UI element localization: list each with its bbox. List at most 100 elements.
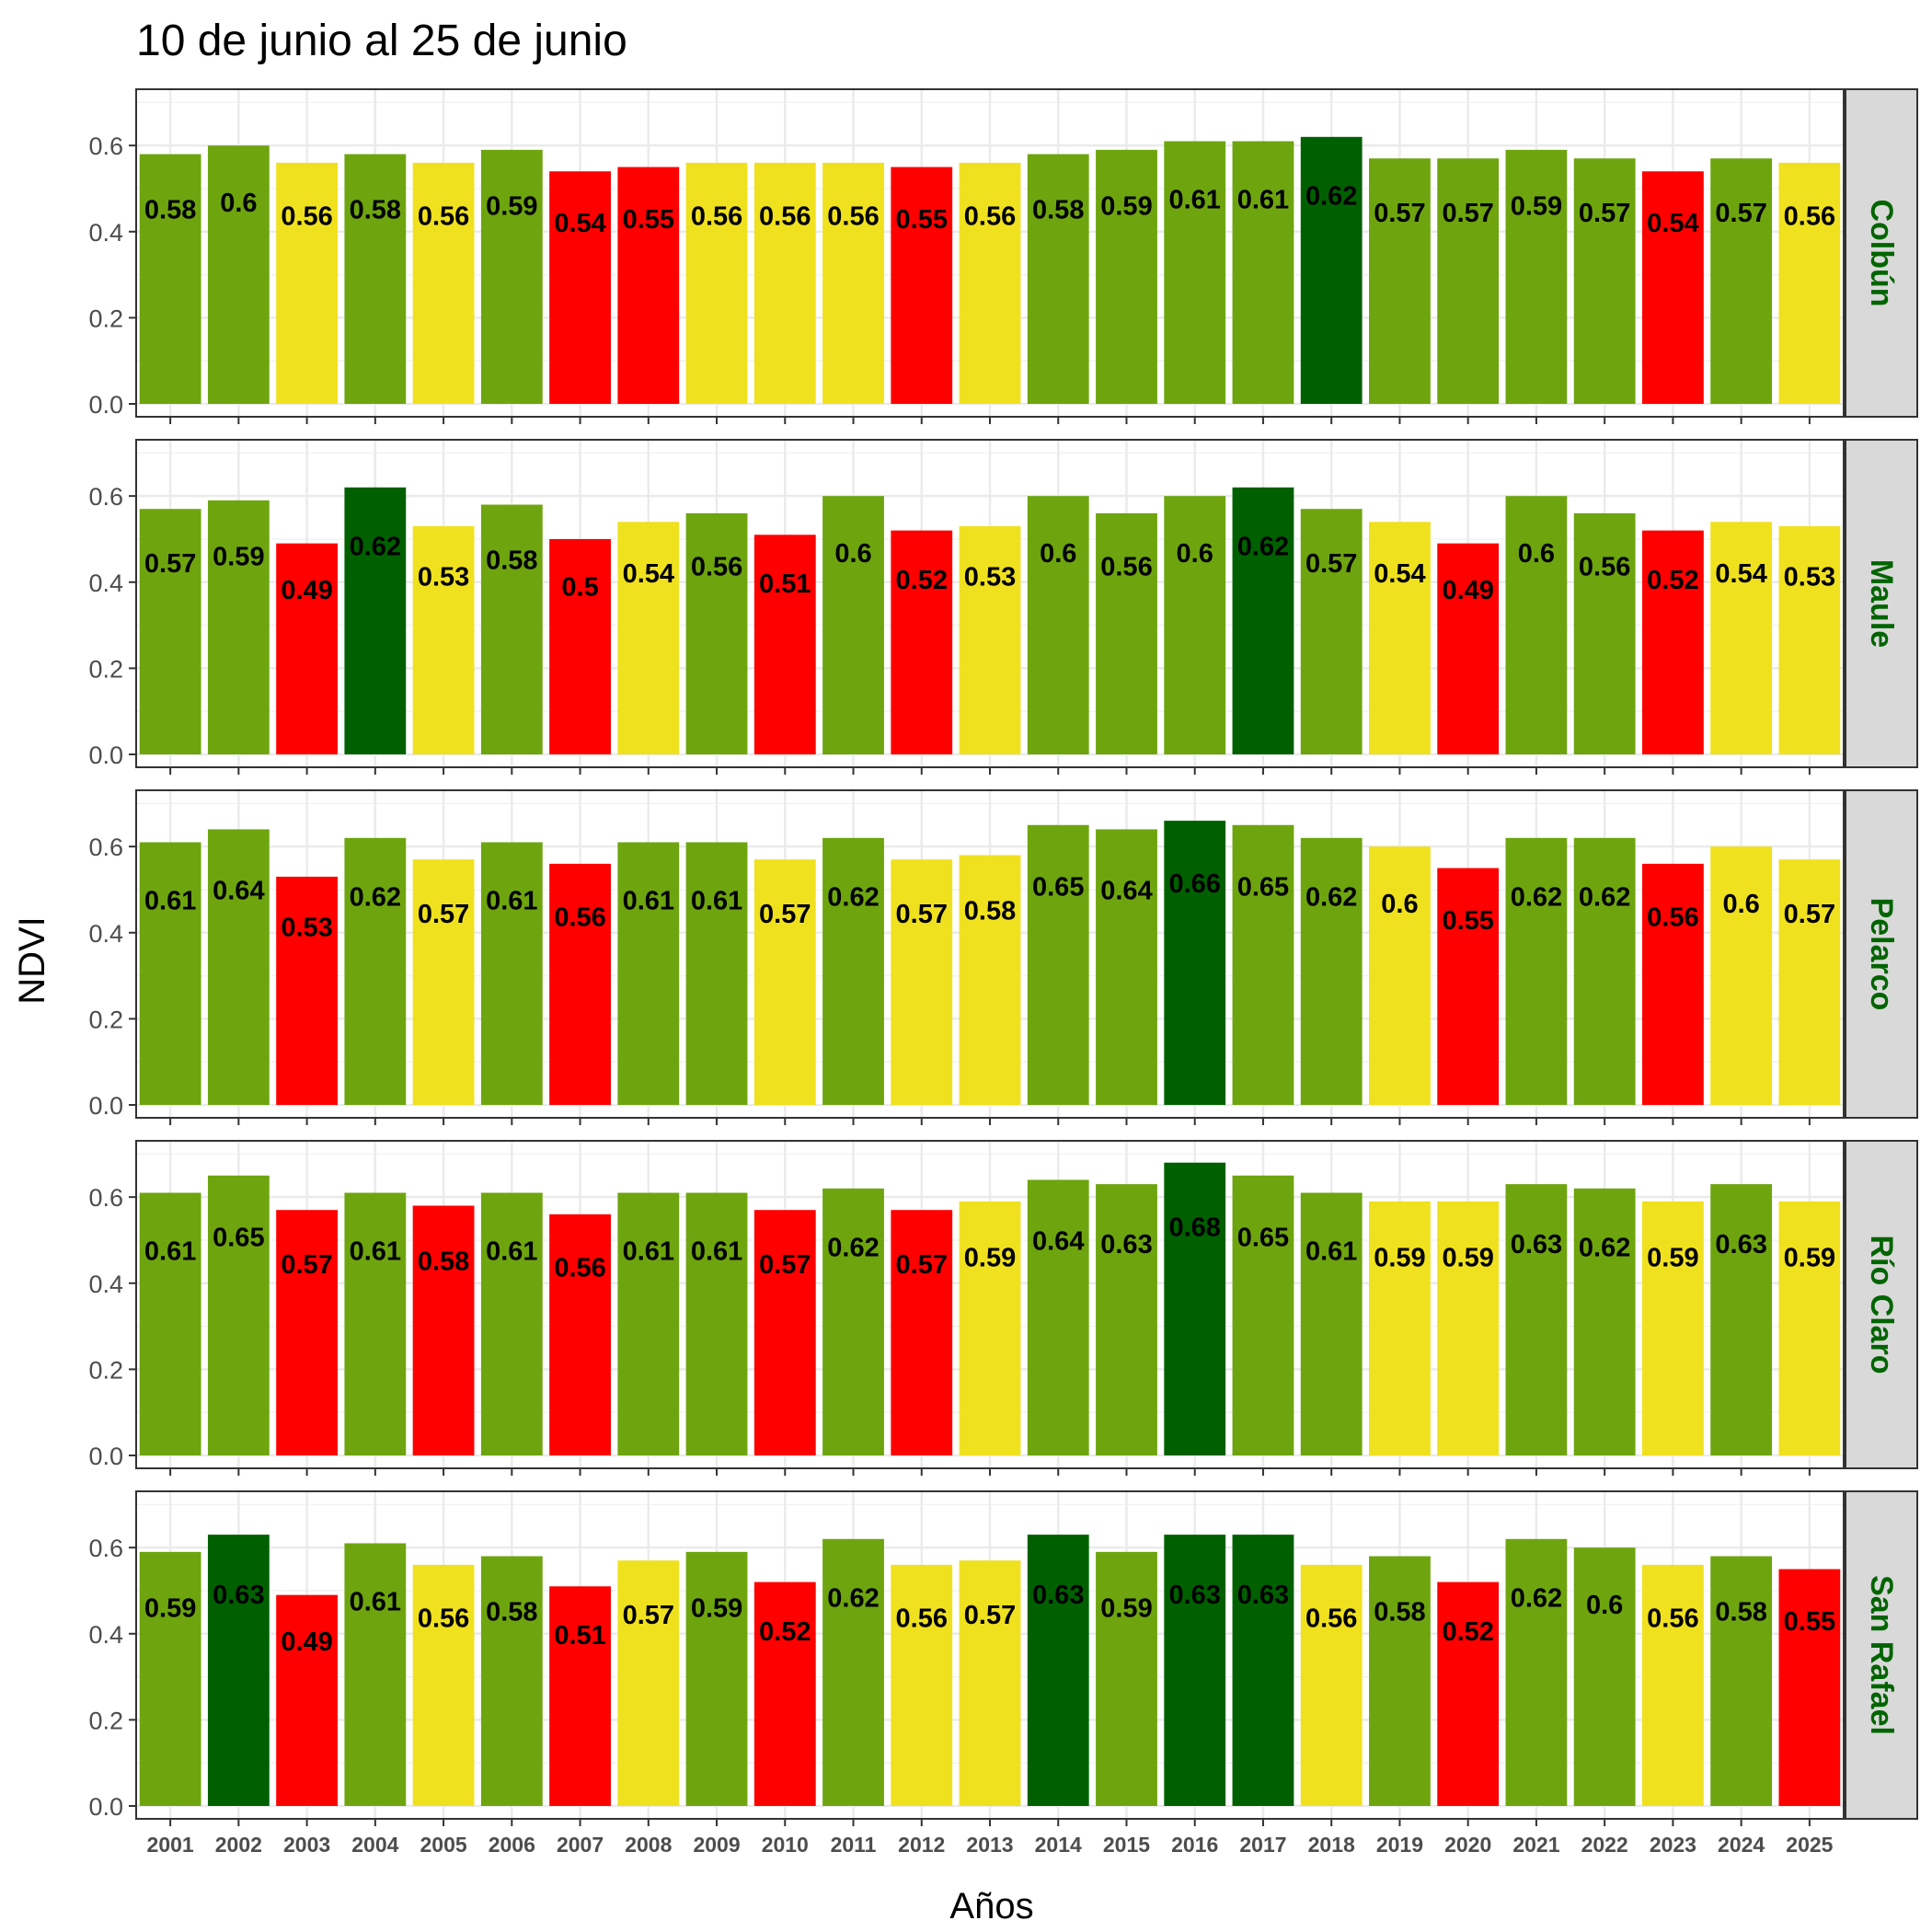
- bar: [959, 1201, 1021, 1455]
- bar-value-label: 0.59: [691, 1594, 742, 1624]
- bar: [1164, 1535, 1226, 1806]
- bar-value-label: 0.61: [486, 886, 537, 915]
- bar-value-label: 0.58: [1032, 195, 1084, 224]
- x-tick-label: 2016: [1171, 1833, 1218, 1857]
- bar: [549, 538, 611, 754]
- bar: [1300, 136, 1363, 405]
- bar: [1300, 1192, 1363, 1455]
- facet-strip-label: San Rafael: [1864, 1575, 1899, 1735]
- y-tick-label: 0.0: [88, 742, 123, 769]
- bar: [1710, 1556, 1773, 1806]
- bar-value-label: 0.62: [1305, 182, 1357, 212]
- bar-value-label: 0.49: [281, 1627, 332, 1657]
- bar: [1232, 1175, 1294, 1455]
- y-tick-label: 0.6: [88, 834, 123, 861]
- y-axis-title: NDVI: [12, 916, 52, 1005]
- bar-value-label: 0.59: [1442, 1244, 1493, 1273]
- bar: [1505, 837, 1568, 1105]
- bar-value-label: 0.64: [1100, 876, 1152, 905]
- facet-strip: [1845, 439, 1918, 768]
- bar: [1164, 141, 1226, 404]
- x-tick-label: 2006: [489, 1833, 535, 1857]
- bar: [1096, 829, 1157, 1105]
- bar-value-label: 0.57: [1715, 199, 1766, 228]
- bar: [139, 1551, 201, 1806]
- bar: [276, 543, 339, 754]
- bar-value-label: 0.62: [827, 1584, 879, 1614]
- bar-value-label: 0.61: [486, 1236, 537, 1266]
- bar: [1369, 158, 1431, 405]
- bar: [549, 1586, 611, 1806]
- x-tick-label: 2007: [557, 1833, 604, 1857]
- bar: [549, 171, 611, 404]
- bar-value-label: 0.63: [1511, 1230, 1562, 1259]
- bar: [1778, 859, 1841, 1105]
- bar-value-label: 0.59: [1647, 1244, 1698, 1273]
- bar-value-label: 0.53: [964, 563, 1016, 592]
- bar: [412, 1564, 475, 1806]
- bar-value-label: 0.57: [281, 1250, 332, 1280]
- bar-value-label: 0.57: [1442, 199, 1493, 228]
- bar: [891, 1564, 953, 1806]
- bar: [1573, 512, 1636, 754]
- bar-value-label: 0.56: [691, 202, 742, 232]
- y-tick-label: 0.0: [88, 1443, 123, 1470]
- bar: [1232, 487, 1294, 754]
- bar: [139, 154, 201, 404]
- bar: [1164, 1162, 1226, 1455]
- bar: [753, 1581, 816, 1806]
- bar: [139, 509, 201, 754]
- bar-value-label: 0.51: [554, 1621, 605, 1650]
- bar-value-label: 0.61: [1305, 1236, 1357, 1266]
- bar: [1027, 1179, 1089, 1455]
- bar: [207, 500, 270, 754]
- bar: [685, 1551, 748, 1806]
- bar: [1437, 1201, 1500, 1455]
- bar: [549, 863, 611, 1105]
- bar: [139, 842, 201, 1105]
- facet-strip-label: Maule: [1864, 559, 1899, 648]
- bar-value-label: 0.62: [350, 533, 401, 562]
- bar-value-label: 0.56: [281, 202, 332, 232]
- bar-value-label: 0.58: [486, 1597, 537, 1627]
- bar-value-label: 0.6: [1040, 539, 1076, 569]
- bar: [276, 1210, 339, 1455]
- bar: [139, 1192, 201, 1455]
- x-tick-label: 2010: [762, 1833, 809, 1857]
- bar: [822, 496, 884, 754]
- x-tick-label: 2011: [831, 1833, 877, 1857]
- bar: [207, 1175, 270, 1455]
- bar: [1300, 837, 1363, 1105]
- bar-value-label: 0.6: [834, 539, 871, 569]
- bar: [685, 162, 748, 404]
- bar: [276, 876, 339, 1105]
- y-tick-label: 0.2: [88, 1356, 123, 1384]
- bar: [1369, 846, 1431, 1105]
- bar-value-label: 0.62: [1511, 883, 1562, 913]
- bar: [1369, 1556, 1431, 1806]
- bar-value-label: 0.59: [213, 543, 264, 572]
- bar-value-label: 0.56: [554, 903, 605, 933]
- bar: [480, 1192, 543, 1455]
- bar: [207, 145, 270, 404]
- bar-value-label: 0.63: [1168, 1581, 1220, 1610]
- bar-value-label: 0.56: [691, 553, 742, 582]
- bar: [412, 525, 475, 754]
- bar-value-label: 0.55: [896, 205, 948, 235]
- bar: [1778, 1201, 1841, 1455]
- bar: [617, 1560, 680, 1806]
- facet-strip: [1845, 1490, 1918, 1820]
- bar: [891, 167, 953, 404]
- bar: [822, 837, 884, 1105]
- bar: [1641, 863, 1704, 1105]
- y-tick-label: 0.6: [88, 483, 123, 511]
- bar-value-label: 0.59: [1374, 1244, 1425, 1273]
- bar-value-label: 0.54: [1715, 559, 1766, 589]
- y-tick-label: 0.4: [88, 1271, 123, 1298]
- bar-value-label: 0.56: [759, 202, 811, 232]
- bar: [1027, 824, 1089, 1105]
- bar-value-label: 0.6: [220, 189, 257, 218]
- y-tick-label: 0.2: [88, 1707, 123, 1734]
- y-tick-label: 0.6: [88, 132, 123, 160]
- bar: [1437, 543, 1500, 754]
